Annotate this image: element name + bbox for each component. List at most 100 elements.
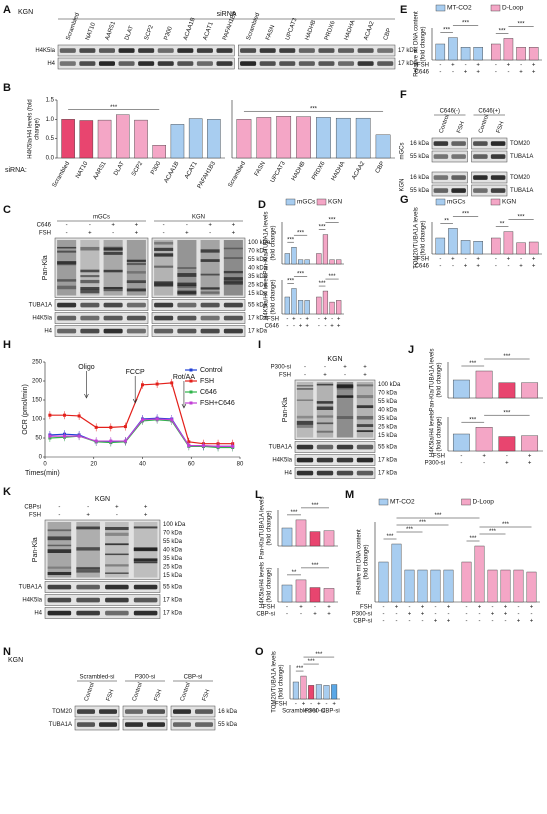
condition-sign: + [363,365,367,371]
blot-band [154,302,174,308]
bar [295,519,307,547]
condition-sign: + [337,324,341,330]
bar [513,569,524,603]
y-tick-label: 200 [32,379,43,385]
bar [516,242,526,255]
significance: *** [308,659,316,665]
condition-sign: - [89,223,91,229]
bar [97,119,112,159]
legend-swatch [316,198,327,206]
bar [355,117,371,159]
kda-marker: 70 kDa [378,390,398,396]
blot-band [146,722,166,727]
blot-band [336,395,354,398]
significance: *** [319,225,327,231]
bar [336,300,342,315]
kda-marker: 16 kDa [410,175,430,181]
bar [323,588,335,603]
panel-letter: N [3,646,11,658]
y-tick-label: 1.5 [46,98,55,104]
blot-band [490,154,506,159]
legend-label: KGN [328,199,342,206]
y-axis-label: H4K5la/H4 levels [264,274,270,320]
condition-sign: - [518,612,520,618]
condition-sign: - [87,505,89,511]
lane-label: Control [439,114,451,134]
series-point [63,434,66,438]
x-tick-label: 80 [237,462,244,468]
condition-name: C646 [415,70,430,76]
y-tick-label: 1.0 [46,117,55,123]
x-tick-label: 20 [90,462,97,468]
bar [430,569,441,603]
legend-label: C646 [200,389,217,396]
blot-band [103,302,123,308]
significance: *** [469,361,477,367]
blot-band [298,48,315,53]
condition-sign: - [344,373,346,379]
condition-sign: + [528,454,532,460]
blot-membrane [54,299,149,311]
lane-label: Scrambled [246,12,261,41]
condition-sign: - [310,702,312,708]
row-label: TUBA1A [49,722,72,728]
bar [152,145,166,159]
y-axis-label: TOM20/TUBA1A levels [272,651,278,713]
blot-band [177,267,197,269]
kda-marker: 17 kDa [248,329,268,335]
condition-sign: - [409,605,411,611]
blot-band [154,241,174,245]
condition-sign: - [318,317,320,323]
series-point [63,413,66,417]
condition-sign: - [505,619,507,625]
kda-marker: 25 kDa [378,424,398,430]
condition-sign: + [88,231,92,237]
condition-sign: - [300,317,302,323]
blot-smear [126,240,146,296]
condition-sign: + [299,605,303,611]
blot-band [57,250,77,253]
blot-band [223,281,243,285]
lane-label: FSH [496,121,506,134]
blot-membrane [431,184,468,197]
lane-label: ACAT1 [203,21,215,41]
condition-sign: - [507,70,509,76]
x-tick-label: NAT10 [75,160,90,179]
x-tick-label: 40 [139,462,146,468]
blot-band [316,422,334,425]
blot-band [57,302,77,308]
blot-band [154,315,174,321]
row-label: H4 [284,471,292,477]
blot-band [200,315,220,321]
condition-sign: - [518,605,520,611]
bar [276,116,292,159]
blot-band [76,722,96,727]
condition-sign: - [448,612,450,618]
condition-sign: - [492,619,494,625]
condition-sign: - [293,324,295,330]
blot-membrane [74,718,120,731]
y-axis-label: Relative mt DNA content [357,529,363,595]
y-tick-label: 50 [35,436,42,442]
condition-sign: - [492,605,494,611]
series-point [123,439,127,443]
blot-membrane [170,705,216,718]
blot-band [80,315,100,321]
blot-band [98,709,118,714]
condition-sign: - [435,612,437,618]
blot-smear [200,240,220,296]
bar [391,543,402,603]
blot-smear [105,522,129,578]
blot-band [223,257,243,260]
blot-band [356,430,374,433]
group-label: Scrambled-si [79,675,114,681]
y-tick-label: 100 [32,417,43,423]
blot-membrane [44,594,161,606]
blot-band [105,584,129,590]
condition-sign: - [466,605,468,611]
condition-sign: + [111,223,115,229]
blot-band [76,566,100,569]
blot-band [57,285,77,290]
significance: *** [502,522,510,528]
blot-band [356,470,374,476]
